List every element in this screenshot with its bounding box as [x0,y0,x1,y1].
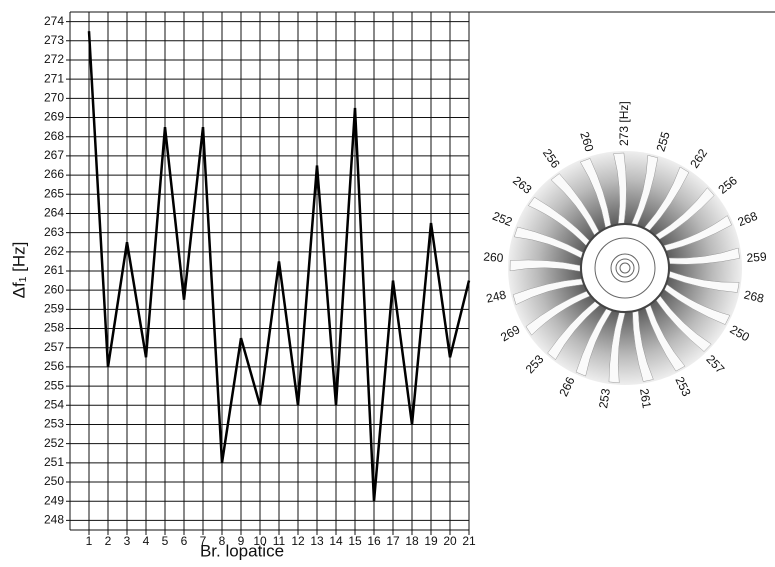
x-tick-label: 11 [273,534,286,548]
fan-label: 262 [687,146,710,171]
y-tick-label: 274 [44,14,64,28]
y-tick-label: 259 [44,302,64,316]
x-tick-label: 2 [105,534,112,548]
y-tick-label: 264 [44,206,64,220]
y-tick-label: 268 [44,129,64,143]
x-tick-label: 16 [367,534,381,548]
y-tick-label: 269 [44,110,64,124]
x-tick-label: 5 [162,534,169,548]
fan-label: 268 [736,209,760,229]
x-tick-label: 6 [181,534,188,548]
y-tick-label: 248 [44,513,64,527]
x-tick-label: 1 [86,534,93,548]
y-tick-label: 261 [44,263,64,277]
y-tick-label: 271 [44,71,64,85]
fan-label: 260 [483,250,504,265]
fan-label: 269 [498,322,523,344]
fan-label: 263 [510,173,535,197]
fan-label: 256 [540,146,563,171]
y-tick-label: 273 [44,33,64,47]
x-tick-label: 3 [124,534,131,548]
y-tick-label: 265 [44,186,64,200]
y-tick-label: 262 [44,244,64,258]
fan-label: 255 [653,130,672,154]
x-tick-label: 18 [405,534,419,548]
y-tick-label: 270 [44,91,64,105]
y-tick-label: 267 [44,148,64,162]
fan-label: 268 [743,288,766,306]
fan-label: 256 [716,173,741,197]
y-tick-label: 266 [44,167,64,181]
fan-label: 250 [728,322,753,344]
y-tick-label: 251 [44,455,64,469]
y-tick-label: 257 [44,340,64,354]
x-tick-label: 8 [219,534,226,548]
x-tick-label: 20 [443,534,457,548]
x-tick-label: 12 [291,534,305,548]
y-tick-label: 254 [44,397,64,411]
y-tick-label: 256 [44,359,64,373]
x-tick-label: 15 [348,534,362,548]
y-tick-label: 260 [44,282,64,296]
fan-label: 253 [596,387,613,409]
chart: Br. lopatice Δf₁ [Hz] 248249250251252253… [0,0,775,567]
y-tick-label: 258 [44,321,64,335]
fan-label: 266 [556,374,577,398]
y-tick-label: 249 [44,493,64,507]
x-tick-label: 9 [238,534,245,548]
y-tick-label: 255 [44,378,64,392]
y-tick-label: 263 [44,225,64,239]
fan-label: 273 [Hz] [617,101,631,146]
fan-label: 248 [485,287,508,305]
y-axis-label: Δf₁ [Hz] [9,242,28,299]
x-tick-label: 14 [329,534,343,548]
fan-label: 253 [672,375,693,399]
fan-label: 252 [491,209,515,229]
fan-image [508,151,742,385]
x-tick-label: 7 [200,534,207,548]
x-tick-label: 13 [310,534,324,548]
y-tick-label: 250 [44,474,64,488]
fan-label: 260 [577,130,596,154]
x-tick-label: 17 [386,534,400,548]
fan-hub [581,224,669,312]
x-tick-label: 19 [424,534,438,548]
fan-label: 259 [746,250,767,265]
fan-label: 257 [703,352,727,376]
fan-label: 253 [523,352,547,376]
x-tick-label: 4 [143,534,150,548]
x-tick-label: 10 [253,534,267,548]
y-tick-label: 252 [44,436,64,450]
y-tick-label: 253 [44,417,64,431]
x-tick-label: 21 [462,534,476,548]
fan-label: 261 [637,387,654,409]
y-tick-label: 272 [44,52,64,66]
